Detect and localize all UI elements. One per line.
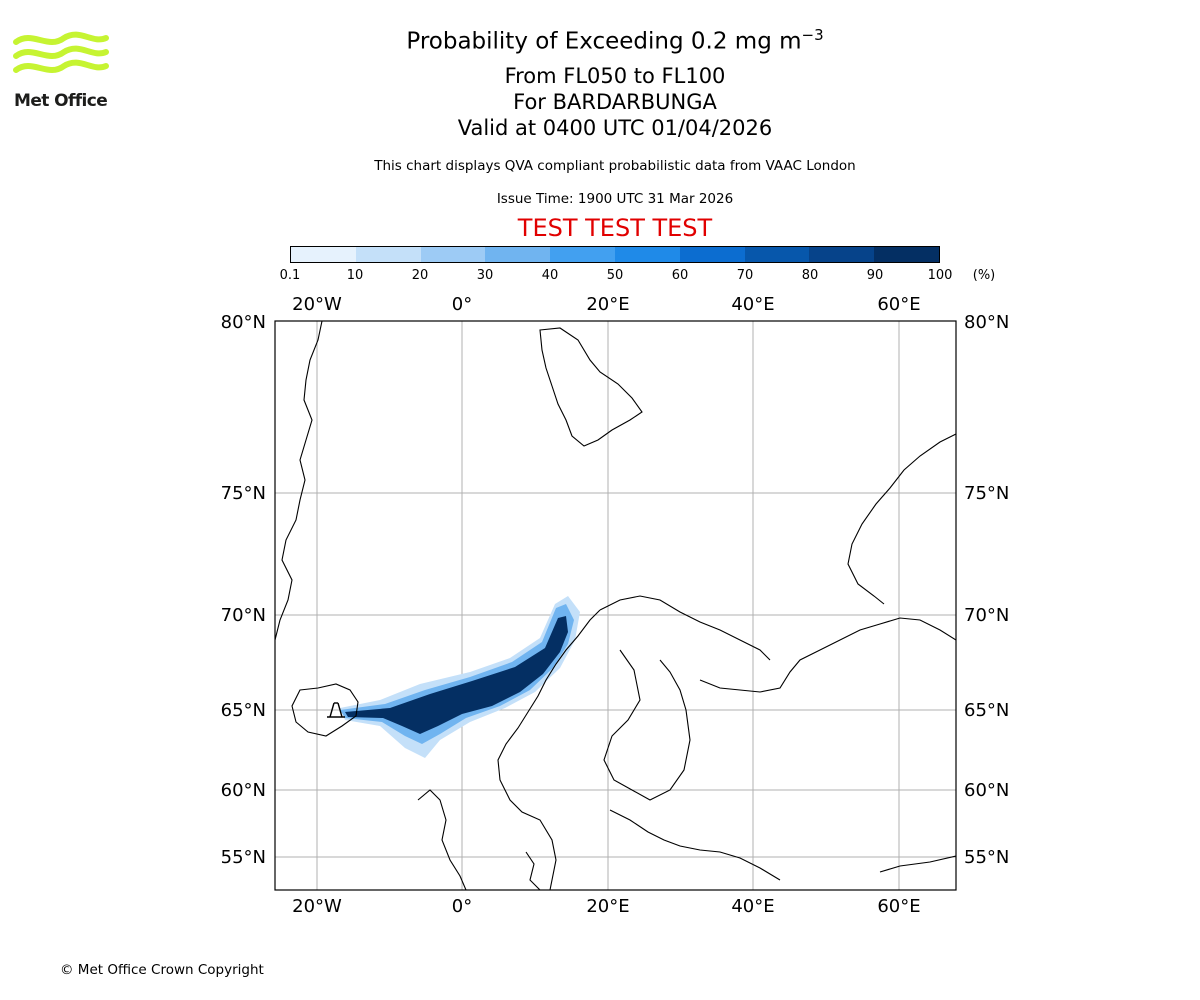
plume-core: [345, 616, 568, 734]
coast-svalbard: [539, 327, 643, 447]
title-main: Probability of Exceeding 0.2 mg m: [406, 28, 802, 55]
logo-text: Met Office: [14, 91, 108, 111]
coast-denmark: [525, 851, 541, 890]
colorbar-segment: [291, 247, 356, 262]
colorbar: [290, 246, 940, 263]
colorbar-segment: [809, 247, 875, 262]
copyright: © Met Office Crown Copyright: [60, 962, 264, 978]
lon-label: 60°E: [877, 294, 920, 315]
lat-label: 80°N: [964, 312, 1009, 333]
colorbar-segment: [485, 247, 551, 262]
coast-norway: [497, 609, 601, 890]
volcano-name: For BARDARBUNGA: [513, 90, 717, 114]
colorbar-tick-label: 90: [866, 268, 884, 283]
lon-label: 20°W: [292, 294, 342, 315]
coast-finland: [603, 649, 691, 801]
colorbar-segment: [550, 247, 615, 262]
colorbar-unit: (%): [972, 268, 996, 283]
colorbar-tick-label: 40: [541, 268, 559, 283]
lat-label: 55°N: [221, 847, 266, 868]
chart-description: This chart displays QVA compliant probab…: [374, 158, 856, 174]
colorbar-segment: [420, 247, 486, 262]
lat-label: 60°N: [964, 780, 1009, 801]
coast-greenland: [275, 321, 323, 641]
lat-label: 70°N: [221, 605, 266, 626]
lon-labels-bottom: 20°W 0° 20°E 40°E 60°E: [292, 896, 920, 917]
lat-label: 65°N: [964, 700, 1009, 721]
ash-plume: [340, 596, 580, 758]
colorbar-tick-label: 20: [411, 268, 429, 283]
plume-outer: [340, 596, 580, 758]
colorbar-segment: [355, 247, 421, 262]
lat-label: 75°N: [221, 483, 266, 504]
lat-label: 65°N: [221, 700, 266, 721]
logo-waves-icon: [13, 31, 109, 73]
coastlines: [275, 321, 956, 890]
map-frame: [274, 320, 957, 891]
test-banner: TEST TEST TEST: [517, 214, 713, 242]
lat-label: 70°N: [964, 605, 1009, 626]
lon-label: 0°: [452, 896, 472, 917]
lon-label: 0°: [452, 294, 472, 315]
lon-label: 20°E: [586, 294, 629, 315]
coast-baltic: [609, 809, 781, 881]
colorbar-segment: [744, 247, 810, 262]
colorbar-tick-label: 0.1: [279, 268, 301, 283]
colorbar-tick-label: 60: [671, 268, 689, 283]
gridlines: [275, 321, 956, 890]
colorbar-segment: [679, 247, 745, 262]
lat-label: 55°N: [964, 847, 1009, 868]
met-office-logo: [13, 31, 109, 73]
valid-time: Valid at 0400 UTC 01/04/2026: [457, 116, 773, 140]
coast-novaya-zemlya: [847, 433, 956, 605]
coast-britain: [417, 789, 467, 890]
coast-russia-east: [879, 855, 956, 873]
volcano-marker-icon: [327, 702, 345, 718]
flight-levels: From FL050 to FL100: [504, 64, 726, 88]
title-superscript: −3: [801, 26, 824, 44]
coast-iceland: [291, 683, 359, 737]
issue-time: Issue Time: 1900 UTC 31 Mar 2026: [496, 191, 734, 207]
colorbar-tick-label: 30: [476, 268, 494, 283]
colorbar-tick-label: 70: [736, 268, 754, 283]
lat-label: 60°N: [221, 780, 266, 801]
colorbar-labels: 0.1 10 20 30 40 50 60 70 80 90 100 (%): [0, 268, 1200, 288]
lon-label: 20°E: [586, 896, 629, 917]
lat-label: 75°N: [964, 483, 1009, 504]
lat-labels-right: 80°N 75°N 70°N 65°N 60°N 55°N: [964, 312, 1009, 868]
colorbar-segment: [614, 247, 680, 262]
colorbar-tick-label: 10: [346, 268, 364, 283]
lon-label: 20°W: [292, 896, 342, 917]
lon-labels-top: 20°W 0° 20°E 40°E 60°E: [292, 294, 920, 315]
colorbar-tick-label: 100: [927, 268, 953, 283]
lat-labels-left: 80°N 75°N 70°N 65°N 60°N 55°N: [221, 312, 266, 868]
lon-label: 40°E: [731, 294, 774, 315]
colorbar-tick-label: 80: [801, 268, 819, 283]
colorbar-tick-label: 50: [606, 268, 624, 283]
lat-label: 80°N: [221, 312, 266, 333]
colorbar-segment: [874, 247, 939, 262]
coast-kola: [699, 617, 956, 693]
lon-label: 60°E: [877, 896, 920, 917]
chart-title: Probability of Exceeding 0.2 mg m−3: [0, 26, 1200, 55]
coast-scandinavia-north: [599, 595, 771, 661]
lon-label: 40°E: [731, 896, 774, 917]
